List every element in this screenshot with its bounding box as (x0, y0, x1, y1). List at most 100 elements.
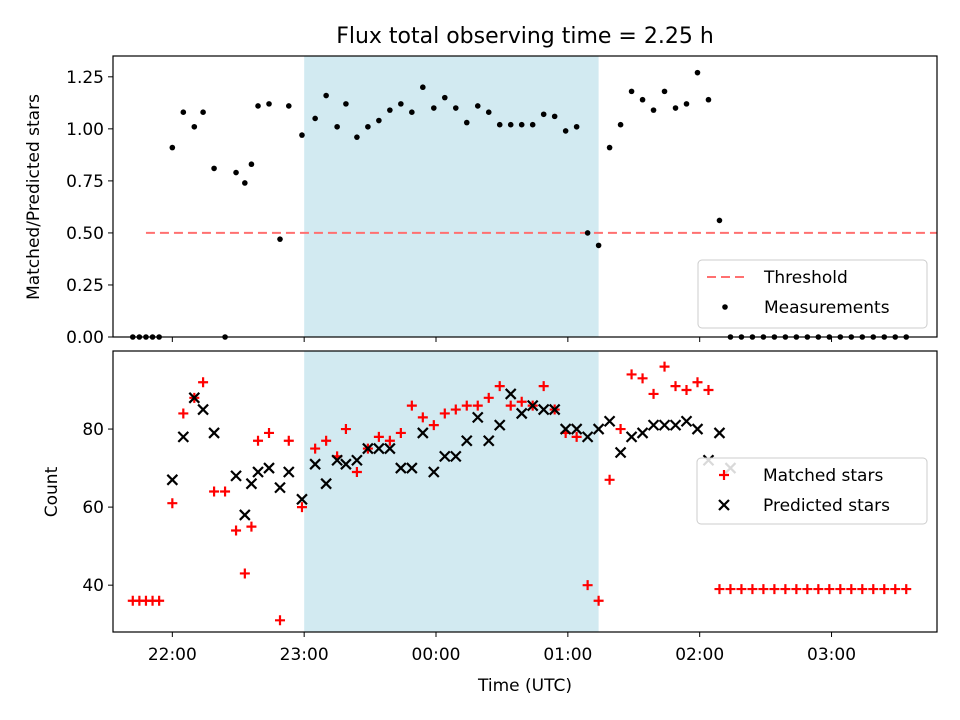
data-point (890, 584, 901, 595)
data-point (562, 128, 569, 134)
data-point (283, 466, 295, 478)
data-point (482, 434, 495, 447)
data-point (246, 521, 257, 532)
data-point (323, 92, 329, 99)
data-point (239, 568, 250, 579)
x-tick-label: 00:00 (412, 645, 461, 665)
data-point (248, 161, 255, 168)
data-point (283, 435, 294, 446)
data-point (285, 103, 292, 109)
data-point (220, 486, 231, 497)
data-point (167, 498, 178, 509)
data-point (551, 113, 558, 120)
data-point (692, 377, 703, 388)
data-point (505, 400, 516, 411)
data-point (180, 109, 187, 115)
data-point (452, 105, 459, 111)
y-tick-label: 0.25 (66, 276, 104, 296)
data-point (615, 424, 626, 435)
data-point (496, 121, 503, 128)
y-tick-label: 1.25 (66, 68, 104, 88)
data-point (362, 442, 374, 455)
data-point (178, 408, 189, 419)
data-point (637, 373, 648, 384)
data-point (791, 584, 802, 595)
data-point (296, 493, 308, 506)
data-point (485, 109, 492, 115)
data-point (354, 134, 360, 140)
data-point (672, 105, 679, 111)
data-point (639, 96, 646, 103)
data-point (188, 392, 201, 404)
legend-swatch (719, 470, 729, 480)
data-point (769, 584, 780, 595)
data-point (603, 415, 616, 428)
data-point (343, 101, 349, 107)
data-point (417, 427, 429, 439)
data-point (747, 584, 758, 595)
data-point (253, 435, 264, 446)
legend-label: Measurements (764, 298, 890, 318)
data-point (471, 411, 484, 424)
data-point (846, 584, 857, 595)
data-point (263, 462, 275, 474)
data-point (661, 88, 668, 95)
data-point (428, 466, 440, 478)
data-point (758, 584, 769, 595)
y-tick-label: 40 (82, 576, 104, 596)
data-point (231, 525, 242, 536)
data-point (208, 427, 220, 439)
data-point (365, 123, 371, 130)
y-axis-label-top: Matched/Predicted stars (24, 94, 44, 300)
data-point (264, 427, 275, 438)
x-tick-label: 23:00 (280, 645, 329, 665)
legend-swatch (718, 499, 730, 511)
data-point (606, 144, 613, 151)
data-point (209, 486, 220, 497)
data-point (617, 121, 624, 128)
data-point (373, 442, 385, 455)
data-point (802, 584, 813, 595)
data-point (387, 107, 393, 113)
legend-label: Matched stars (763, 466, 883, 486)
data-point (857, 584, 868, 595)
data-point (691, 423, 704, 435)
data-point (177, 431, 190, 443)
data-point (593, 595, 604, 606)
data-point (409, 109, 415, 115)
data-point (659, 361, 670, 372)
data-point (813, 584, 824, 595)
data-point (571, 431, 582, 442)
data-point (824, 584, 835, 595)
data-point (274, 481, 286, 494)
data-point (277, 236, 283, 242)
data-point (604, 474, 615, 485)
data-point (494, 381, 505, 392)
data-point (548, 403, 561, 416)
data-point (694, 69, 701, 76)
x-tick-label: 22:00 (148, 645, 197, 665)
data-point (703, 385, 714, 396)
observing-window-span (304, 351, 599, 632)
data-point (625, 431, 638, 443)
data-point (474, 103, 481, 109)
data-point (450, 450, 462, 463)
y-tick-label: 80 (82, 420, 104, 440)
data-point (680, 415, 693, 428)
data-point (493, 419, 506, 431)
data-point (252, 466, 264, 478)
x-axis-label: Time (UTC) (477, 676, 572, 696)
axes-frame (112, 55, 938, 338)
data-point (198, 377, 209, 388)
data-point (595, 242, 602, 249)
data-point (584, 230, 591, 236)
data-point (200, 109, 206, 115)
data-point (460, 434, 473, 447)
data-point (331, 454, 343, 467)
data-point (439, 408, 450, 419)
data-point (713, 427, 726, 439)
data-point (461, 400, 472, 411)
data-point (312, 115, 318, 122)
x-tick-label: 03:00 (807, 645, 856, 665)
data-point (526, 399, 539, 412)
